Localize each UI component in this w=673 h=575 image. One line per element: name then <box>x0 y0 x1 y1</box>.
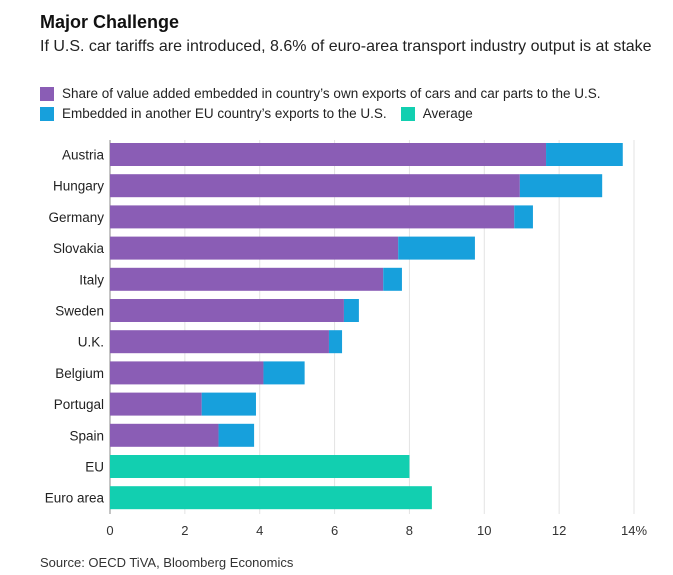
bar-own-2 <box>110 205 515 229</box>
source-note: Source: OECD TiVA, Bloomberg Economics <box>40 555 294 570</box>
x-tick-label-6: 6 <box>331 523 338 538</box>
bar-own-0 <box>110 143 547 166</box>
legend-swatch-average <box>400 106 415 121</box>
legend-swatch-own <box>40 86 54 101</box>
bar-other-8 <box>201 392 256 416</box>
x-tick-label-14: 14% <box>621 523 647 538</box>
legend-row-2: Embedded in another EU country’s exports… <box>40 106 487 121</box>
category-label-1: Hungary <box>53 179 104 194</box>
category-label-11: Euro area <box>45 491 105 506</box>
bar-other-5 <box>343 299 359 322</box>
bar-average-10 <box>110 455 410 478</box>
bar-own-5 <box>110 299 344 322</box>
legend-row-1: Share of value added embedded in country… <box>40 86 615 101</box>
category-label-0: Austria <box>62 148 105 163</box>
bar-own-6 <box>110 330 329 354</box>
bar-average-11 <box>110 486 432 510</box>
category-label-6: U.K. <box>78 335 104 350</box>
x-tick-label-0: 0 <box>106 523 113 538</box>
bar-own-8 <box>110 392 202 416</box>
bar-other-2 <box>514 205 533 229</box>
x-tick-label-10: 10 <box>477 523 491 538</box>
category-label-2: Germany <box>48 210 104 225</box>
category-label-5: Sweden <box>55 304 104 319</box>
bar-own-3 <box>110 236 399 260</box>
category-label-7: Belgium <box>55 366 104 381</box>
bar-own-7 <box>110 361 264 385</box>
category-label-3: Slovakia <box>53 241 105 256</box>
legend-label-own: Share of value added embedded in country… <box>62 86 601 101</box>
bar-other-6 <box>328 330 343 354</box>
legend-label-average: Average <box>422 106 473 121</box>
bar-own-1 <box>110 174 520 198</box>
category-label-10: EU <box>85 460 104 475</box>
bar-own-9 <box>110 423 219 447</box>
chart-subtitle: If U.S. car tariffs are introduced, 8.6%… <box>40 38 652 55</box>
legend-label-other: Embedded in another EU country’s exports… <box>62 106 387 121</box>
x-tick-label-8: 8 <box>406 523 413 538</box>
category-label-4: Italy <box>79 272 104 287</box>
legend-item-own: Share of value added embedded in country… <box>40 86 601 101</box>
category-label-8: Portugal <box>54 397 104 412</box>
bar-other-7 <box>263 361 305 385</box>
bar-other-1 <box>519 174 603 198</box>
bar-other-9 <box>218 423 255 447</box>
legend-swatch-other <box>40 106 54 121</box>
category-label-9: Spain <box>69 428 104 443</box>
bar-other-4 <box>383 267 402 291</box>
bar-other-0 <box>546 143 623 166</box>
chart-title: Major Challenge <box>40 12 180 32</box>
bar-own-4 <box>110 267 384 291</box>
x-tick-label-4: 4 <box>256 523 263 538</box>
legend-item-average: Average <box>400 106 473 121</box>
bar-other-3 <box>398 236 475 260</box>
x-tick-label-12: 12 <box>552 523 566 538</box>
legend-item-other: Embedded in another EU country’s exports… <box>40 106 387 121</box>
x-tick-label-2: 2 <box>181 523 188 538</box>
